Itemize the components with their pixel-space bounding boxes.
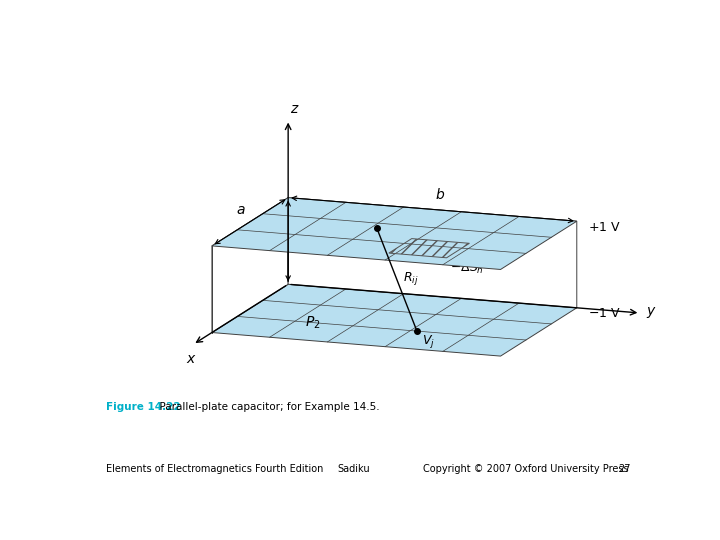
Text: $V_j$: $V_j$	[421, 333, 434, 349]
Text: $b$: $b$	[435, 187, 445, 202]
Text: $-\Delta S_n$: $-\Delta S_n$	[450, 261, 484, 276]
Text: $y$: $y$	[646, 306, 657, 321]
Polygon shape	[288, 198, 577, 308]
Text: Copyright © 2007 Oxford University Press: Copyright © 2007 Oxford University Press	[423, 464, 629, 474]
Text: $P_1$: $P_1$	[269, 224, 284, 240]
Text: $V_i$: $V_i$	[382, 211, 395, 226]
Text: $x$: $x$	[186, 352, 197, 366]
Polygon shape	[212, 284, 577, 356]
Text: $a$: $a$	[236, 203, 246, 217]
Text: $z$: $z$	[290, 102, 300, 116]
Text: $-1$ V: $-1$ V	[588, 307, 621, 320]
Text: Figure 14.22: Figure 14.22	[106, 402, 180, 413]
Text: 27: 27	[618, 464, 631, 474]
Text: $R_{ij}$: $R_{ij}$	[403, 270, 418, 287]
Polygon shape	[212, 198, 577, 269]
Text: $P_2$: $P_2$	[305, 314, 320, 331]
Text: Elements of Electromagnetics Fourth Edition: Elements of Electromagnetics Fourth Edit…	[106, 464, 323, 474]
Polygon shape	[212, 198, 288, 333]
Text: Sadiku: Sadiku	[337, 464, 370, 474]
Text: $+1$ V: $+1$ V	[588, 221, 621, 234]
Text: Parallel-plate capacitor; for Example 14.5.: Parallel-plate capacitor; for Example 14…	[153, 402, 380, 413]
Text: $d$: $d$	[274, 233, 284, 248]
